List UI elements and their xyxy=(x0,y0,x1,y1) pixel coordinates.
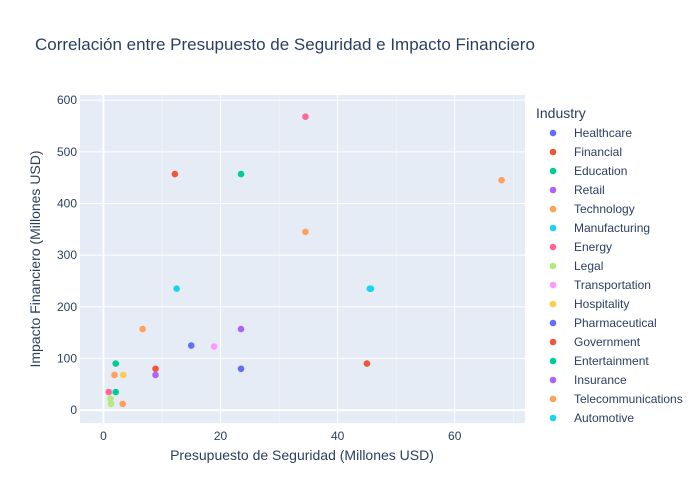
legend-marker xyxy=(549,281,557,289)
data-point xyxy=(119,400,127,408)
legend-marker xyxy=(549,300,557,308)
legend-marker xyxy=(549,376,557,384)
legend-item[interactable]: Financial xyxy=(549,145,622,159)
legend-label: Hospitality xyxy=(574,297,629,311)
legend-label: Transportation xyxy=(574,278,651,292)
legend-marker xyxy=(549,129,557,137)
legend-marker xyxy=(549,205,557,213)
legend-marker xyxy=(549,243,557,251)
data-point xyxy=(111,371,118,379)
legend-marker xyxy=(549,338,557,346)
data-point xyxy=(237,325,245,333)
legend-label: Manufacturing xyxy=(574,221,650,235)
legend-item[interactable]: Healthcare xyxy=(549,126,633,140)
legend-item[interactable]: Pharmaceutical xyxy=(549,316,657,330)
x-tick-label: 60 xyxy=(448,429,462,443)
legend-item[interactable]: Government xyxy=(549,335,641,349)
legend-label: Legal xyxy=(574,259,603,273)
legend-label: Technology xyxy=(574,202,635,216)
data-point xyxy=(171,170,179,178)
legend-item[interactable]: Technology xyxy=(549,202,635,216)
legend-label: Healthcare xyxy=(574,126,632,140)
legend-item[interactable]: Entertainment xyxy=(549,354,650,368)
legend-item[interactable]: Hospitality xyxy=(549,297,630,311)
data-points xyxy=(105,113,505,408)
legend-item[interactable]: Automotive xyxy=(549,411,635,425)
data-point xyxy=(120,371,127,379)
legend-item[interactable]: Energy xyxy=(549,240,612,254)
y-tick-label: 100 xyxy=(57,351,77,365)
legend-item[interactable]: Manufacturing xyxy=(549,221,650,235)
data-point xyxy=(107,395,114,403)
data-point xyxy=(173,285,180,293)
legend-item[interactable]: Telecommunications xyxy=(549,392,683,406)
data-point xyxy=(112,360,120,367)
legend-label: Education xyxy=(574,164,627,178)
legend-label: Energy xyxy=(574,240,612,254)
legend-marker xyxy=(549,262,557,270)
data-point xyxy=(302,228,309,236)
y-tick-label: 300 xyxy=(57,248,77,262)
x-tick-label: 0 xyxy=(100,429,107,443)
data-point xyxy=(498,176,505,184)
x-axis-title: Presupuesto de Seguridad (Millones USD) xyxy=(170,447,434,463)
legend-marker xyxy=(549,186,557,194)
y-tick-label: 400 xyxy=(57,196,77,210)
y-tick-label: 600 xyxy=(57,93,77,107)
legend-marker xyxy=(549,224,557,232)
x-tick-label: 20 xyxy=(214,429,228,443)
gridlines xyxy=(80,95,525,423)
legend-marker xyxy=(549,357,557,365)
data-point xyxy=(105,388,112,396)
y-tick-label: 200 xyxy=(57,300,77,314)
legend-title: Industry xyxy=(536,105,586,121)
data-point xyxy=(112,388,120,396)
legend-label: Financial xyxy=(574,145,622,159)
legend-label: Government xyxy=(574,335,641,349)
legend-label: Telecommunications xyxy=(574,392,683,406)
legend-item[interactable]: Legal xyxy=(549,259,604,273)
y-axis-title: Impacto Financiero (Millones USD) xyxy=(27,150,43,367)
plot-area xyxy=(80,95,525,423)
legend-marker xyxy=(549,167,557,175)
chart-title: Correlación entre Presupuesto de Segurid… xyxy=(35,35,535,54)
legend-item[interactable]: Insurance xyxy=(549,373,627,387)
y-tick-label: 500 xyxy=(57,145,77,159)
data-point xyxy=(107,400,115,408)
legend-item[interactable]: Retail xyxy=(549,183,605,197)
legend-marker xyxy=(549,148,557,156)
legend-label: Retail xyxy=(574,183,605,197)
legend-label: Automotive xyxy=(574,411,634,425)
legend-marker xyxy=(549,395,557,403)
legend-item[interactable]: Education xyxy=(549,164,628,178)
data-point xyxy=(139,325,146,333)
data-point xyxy=(152,371,159,379)
data-point xyxy=(210,343,218,350)
data-point xyxy=(363,360,371,367)
data-point xyxy=(187,342,195,349)
data-point xyxy=(302,113,309,120)
legend-label: Insurance xyxy=(574,373,627,387)
data-point xyxy=(237,365,245,373)
y-tick-label: 0 xyxy=(70,403,77,417)
legend[interactable]: Healthcare Financial Education Retail Techno… xyxy=(549,126,683,425)
legend-label: Pharmaceutical xyxy=(574,316,657,330)
x-tick-label: 40 xyxy=(331,429,345,443)
legend-item[interactable]: Transportation xyxy=(549,278,651,292)
legend-marker xyxy=(549,414,557,422)
data-point xyxy=(152,365,159,373)
data-point xyxy=(367,285,375,293)
legend-marker xyxy=(549,319,557,327)
legend-label: Entertainment xyxy=(574,354,649,368)
data-point xyxy=(237,170,245,178)
